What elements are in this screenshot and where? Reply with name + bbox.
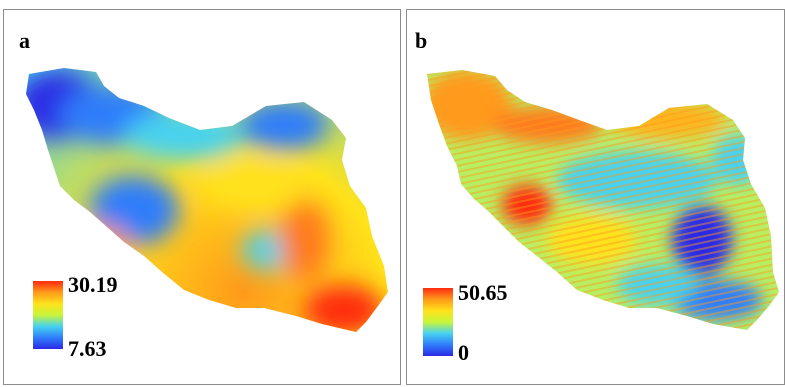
legend-max-a: 30.19: [68, 272, 118, 297]
legend-colorbar-b: [423, 288, 453, 356]
map-panel-b: b 50.65 0: [406, 9, 785, 385]
map-panel-a: a 30.19 7.63: [3, 9, 401, 385]
legend-colorbar-a: [33, 281, 63, 349]
legend-min-b: 0: [458, 340, 469, 365]
legend-min-a: 7.63: [68, 336, 107, 361]
legend-max-b: 50.65: [458, 280, 508, 305]
panel-label-b: b: [415, 28, 428, 53]
panel-label-a: a: [19, 28, 30, 53]
map-b-raster: [427, 70, 779, 330]
map-a-raster: [26, 68, 388, 332]
